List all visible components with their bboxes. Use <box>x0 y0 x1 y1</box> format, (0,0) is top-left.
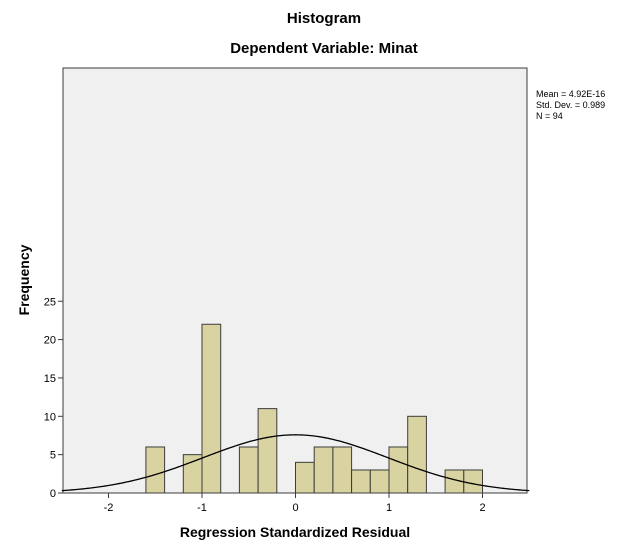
histogram-bar-2 <box>182 454 203 494</box>
histogram-bar-1 <box>145 446 166 494</box>
y-axis-label: Frequency <box>16 244 32 315</box>
y-tick-label: 5 <box>50 450 56 462</box>
y-tick-label: 25 <box>44 296 56 308</box>
histogram-bar-9 <box>351 469 371 494</box>
chart-title: Histogram <box>287 10 361 27</box>
y-axis: 0 5 10 15 20 25 <box>44 296 63 500</box>
normal-curve-line <box>61 434 530 492</box>
stats-n: N = 94 <box>536 111 563 121</box>
histogram-bar-4 <box>238 446 259 494</box>
histogram-bar-10 <box>369 469 390 494</box>
y-tick-label: 15 <box>44 373 56 385</box>
x-tick-label: -2 <box>104 502 114 514</box>
bars-group <box>145 323 483 494</box>
x-tick-label: 0 <box>292 502 298 514</box>
chart-subtitle: Dependent Variable: Minat <box>230 40 418 57</box>
histogram-bar-7 <box>313 446 334 494</box>
stats-std-dev: Std. Dev. = 0.989 <box>536 100 605 110</box>
x-axis: -2 -1 0 1 2 <box>104 493 486 514</box>
y-tick-label: 20 <box>44 335 56 347</box>
histogram-bar-12 <box>407 415 427 494</box>
x-axis-label: Regression Standardized Residual <box>180 524 410 540</box>
histogram-bar-11 <box>388 446 409 494</box>
histogram-bar-5 <box>257 408 278 494</box>
y-tick-label: 0 <box>50 488 56 500</box>
x-tick-label: 1 <box>386 502 392 514</box>
histogram-bar-3 <box>201 323 222 494</box>
plot-area <box>62 67 528 494</box>
stats-box: Mean = 4.92E-16 Std. Dev. = 0.989 N = 94 <box>536 89 605 121</box>
stats-mean: Mean = 4.92E-16 <box>536 89 605 99</box>
y-tick-label: 10 <box>44 411 56 423</box>
x-tick-label: -1 <box>197 502 207 514</box>
histogram-bar-8 <box>332 446 353 494</box>
histogram-bar-6 <box>295 461 315 494</box>
histogram-bar-14 <box>463 469 483 494</box>
x-tick-label: 2 <box>479 502 485 514</box>
